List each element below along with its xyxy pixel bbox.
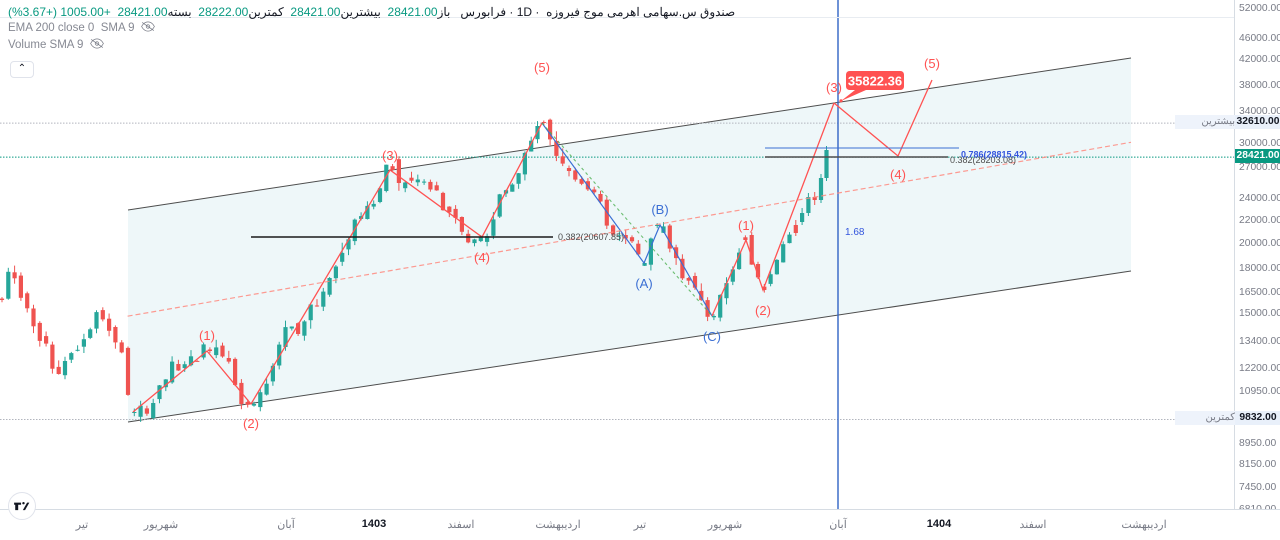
svg-text:0.786(28815.42): 0.786(28815.42)	[961, 150, 1027, 160]
svg-text:(B): (B)	[651, 202, 668, 217]
svg-text:1.68: 1.68	[845, 227, 865, 238]
svg-text:(5): (5)	[534, 60, 550, 75]
svg-text:(2): (2)	[755, 303, 771, 318]
svg-text:(3): (3)	[826, 80, 842, 95]
svg-text:(A): (A)	[635, 276, 652, 291]
svg-text:35822.36: 35822.36	[848, 73, 902, 88]
svg-text:(4): (4)	[890, 167, 906, 182]
svg-text:0.382(20607.85): 0.382(20607.85)	[558, 232, 624, 242]
svg-text:(1): (1)	[199, 328, 215, 343]
svg-text:(1): (1)	[738, 218, 754, 233]
svg-text:(3): (3)	[382, 148, 398, 163]
svg-text:(5): (5)	[924, 56, 940, 71]
svg-text:(2): (2)	[243, 416, 259, 431]
svg-text:(C): (C)	[703, 329, 721, 344]
svg-text:(4): (4)	[474, 250, 490, 265]
